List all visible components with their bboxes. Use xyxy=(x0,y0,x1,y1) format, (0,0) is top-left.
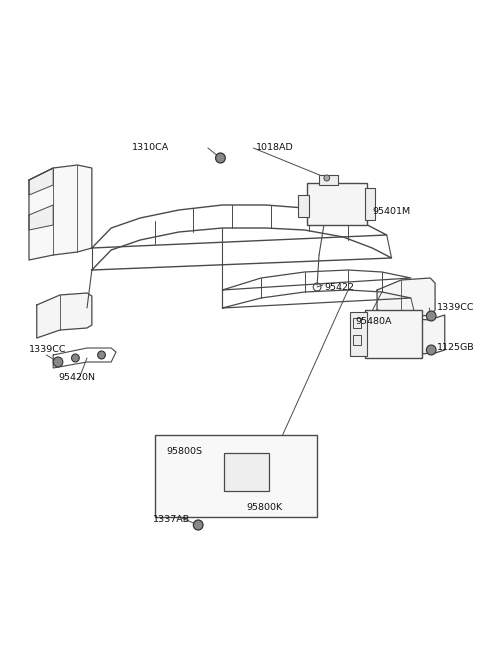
Circle shape xyxy=(216,153,225,163)
Text: 1339CC: 1339CC xyxy=(437,304,475,312)
Polygon shape xyxy=(29,205,53,230)
Text: 1310CA: 1310CA xyxy=(132,144,169,152)
Polygon shape xyxy=(29,165,92,260)
Bar xyxy=(298,195,310,217)
Text: 95800K: 95800K xyxy=(247,504,283,512)
Bar xyxy=(224,453,269,491)
Circle shape xyxy=(426,345,436,355)
Text: 1125GB: 1125GB xyxy=(437,344,475,352)
Text: 95401M: 95401M xyxy=(372,207,410,216)
Polygon shape xyxy=(37,293,92,338)
Circle shape xyxy=(426,311,436,321)
Polygon shape xyxy=(377,278,435,318)
Text: 95800S: 95800S xyxy=(166,447,202,457)
Text: 95480A: 95480A xyxy=(356,318,392,327)
Circle shape xyxy=(193,520,203,530)
Bar xyxy=(308,183,367,225)
Polygon shape xyxy=(377,310,445,355)
Circle shape xyxy=(97,351,106,359)
Text: 1018AD: 1018AD xyxy=(256,144,294,152)
Bar xyxy=(353,318,360,328)
Polygon shape xyxy=(166,448,217,470)
Circle shape xyxy=(72,354,79,362)
Polygon shape xyxy=(29,168,53,195)
Bar xyxy=(155,435,317,517)
Bar xyxy=(353,335,360,345)
Circle shape xyxy=(324,175,330,181)
Bar xyxy=(350,312,367,356)
Bar xyxy=(365,310,421,358)
Bar xyxy=(319,175,338,185)
Text: 95422: 95422 xyxy=(324,283,354,293)
Bar xyxy=(365,188,375,220)
Text: 1339CC: 1339CC xyxy=(29,346,67,354)
Text: 1337AB: 1337AB xyxy=(153,516,190,525)
Text: 95420N: 95420N xyxy=(58,373,95,382)
Circle shape xyxy=(53,357,63,367)
